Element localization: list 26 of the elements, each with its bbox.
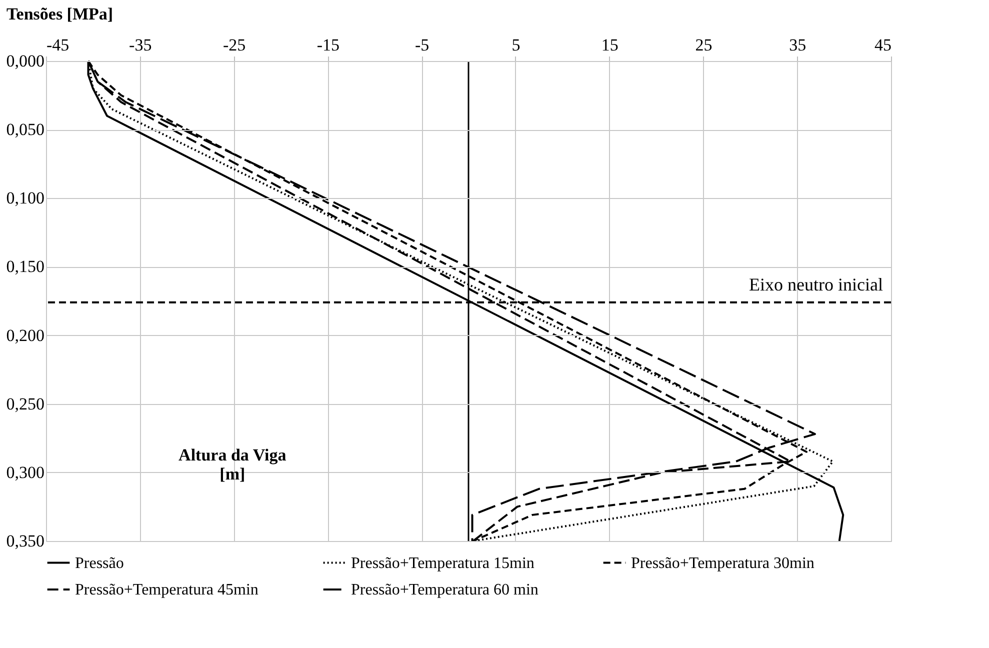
y-tick-label: 0,300 [6, 462, 44, 482]
legend-label: Pressão [75, 554, 124, 572]
x-tick-label: 5 [512, 36, 520, 54]
y-tick-label: 0,200 [6, 326, 44, 345]
x-tick-label: 35 [789, 36, 806, 54]
y-tick-label: 0,050 [6, 120, 44, 140]
y-tick-label: 0,350 [6, 532, 44, 550]
x-tick-label: -5 [414, 36, 430, 54]
x-tick-label: -25 [222, 36, 246, 54]
y-tick-label: 0,250 [6, 394, 44, 414]
y-axis-title: Altura da Viga [m] [178, 446, 287, 484]
legend-label: Pressão+Temperatura 60 min [351, 582, 538, 598]
ref-line-label: Eixo neutro inicial [749, 274, 883, 294]
x-tick-label: -15 [316, 36, 340, 54]
x-tick-label: 25 [695, 36, 712, 54]
legend-label: Pressão+Temperatura 45min [75, 582, 258, 598]
legend-label: Pressão+Temperatura 15min [351, 554, 534, 572]
legend-label: Pressão+Temperatura 30min [631, 554, 814, 572]
y-tick-label: 0,150 [6, 257, 44, 276]
x-tick-label: -45 [46, 36, 70, 54]
x-tick-label: 15 [601, 36, 618, 54]
x-tick-label: -35 [129, 36, 152, 54]
x-axis-title: Tensões [MPa] [6, 4, 114, 24]
y-tick-label: 0,000 [6, 52, 44, 70]
y-tick-label: 0,100 [6, 188, 44, 208]
x-tick-label: 45 [874, 36, 892, 54]
